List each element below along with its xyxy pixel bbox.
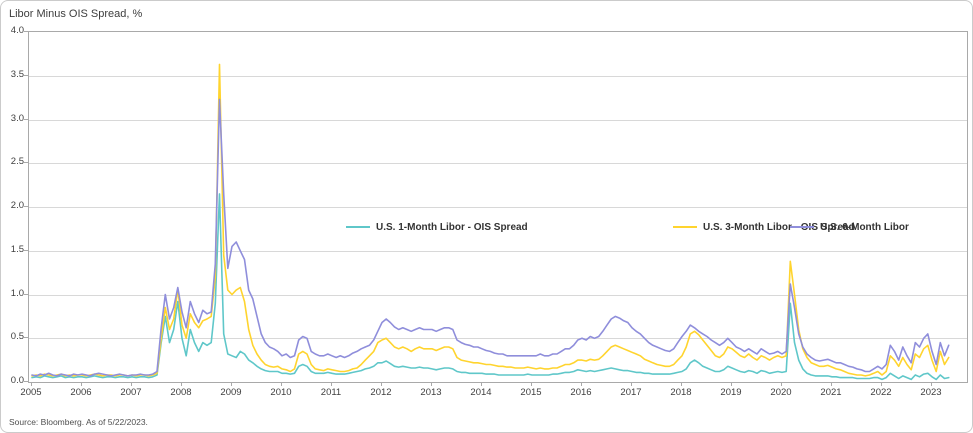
y-tick-label: 2.5 — [10, 156, 24, 168]
x-tick-mark — [731, 382, 732, 386]
x-tick-label: 2017 — [620, 387, 642, 398]
x-tick-label: 2013 — [420, 387, 442, 398]
series-line-u-s-6-month-libor — [31, 98, 950, 377]
x-tick-label: 2023 — [920, 387, 942, 398]
legend-swatch-6m — [790, 226, 814, 228]
legend-label-1m: U.S. 1-Month Libor - OIS Spread — [376, 221, 528, 233]
legend-item-3m: U.S. 3-Month Libor - OIS Spread — [673, 221, 855, 233]
y-tick-label: 1.0 — [10, 287, 24, 299]
plot-area — [28, 31, 968, 383]
x-tick-label: 2015 — [520, 387, 542, 398]
x-tick-mark — [231, 382, 232, 386]
y-tick-label: 2.0 — [10, 200, 24, 211]
chart-title: Libor Minus OIS Spread, % — [9, 8, 143, 20]
legend-swatch-1m — [346, 226, 370, 228]
legend-label-6m: U.S. 6-Month Libor — [820, 221, 909, 233]
y-tick-mark — [24, 31, 28, 32]
x-tick-mark — [531, 382, 532, 386]
x-tick-label: 2014 — [470, 387, 492, 398]
y-tick-mark — [24, 337, 28, 339]
x-tick-mark — [681, 382, 682, 386]
x-tick-label: 2008 — [170, 387, 192, 398]
x-tick-mark — [931, 382, 932, 386]
x-tick-label: 2019 — [720, 387, 742, 398]
x-tick-label: 2018 — [670, 387, 692, 398]
x-tick-mark — [481, 382, 482, 386]
x-tick-label: 2010 — [270, 387, 292, 398]
gridline-3.0 — [29, 119, 967, 121]
legend-item-1m: U.S. 1-Month Libor - OIS Spread — [346, 221, 528, 233]
x-tick-mark — [181, 382, 182, 386]
gridline-1.5 — [29, 250, 967, 252]
line-plot — [31, 63, 950, 381]
y-tick-mark — [24, 74, 28, 76]
x-tick-label: 2005 — [20, 387, 42, 398]
legend-label-3m: U.S. 3-Month Libor - OIS Spread — [703, 221, 855, 233]
x-tick-mark — [781, 382, 782, 386]
x-tick-label: 2022 — [870, 387, 892, 398]
legend-swatch-3m — [673, 226, 697, 228]
gridline-1.0 — [29, 294, 967, 296]
legend-item-6m: U.S. 6-Month Libor — [790, 221, 909, 233]
y-tick-label: 0.0 — [10, 375, 24, 386]
x-tick-label: 2016 — [570, 387, 592, 398]
x-tick-mark — [831, 382, 832, 386]
y-tick-mark — [24, 206, 28, 207]
x-tick-mark — [631, 382, 632, 386]
source-note: Source: Bloomberg. As of 5/22/2023. — [9, 417, 148, 427]
x-tick-label: 2009 — [220, 387, 242, 398]
y-tick-mark — [24, 118, 28, 120]
x-tick-label: 2011 — [320, 387, 342, 398]
x-tick-mark — [431, 382, 432, 386]
gridline-2.5 — [29, 163, 967, 165]
y-tick-label: 3.0 — [10, 112, 24, 124]
y-tick-label: 0.5 — [10, 331, 24, 343]
y-tick-mark — [24, 162, 28, 164]
y-tick-mark — [24, 249, 28, 251]
x-tick-mark — [331, 382, 332, 386]
y-tick-mark — [24, 381, 28, 382]
y-tick-label: 4.0 — [10, 25, 24, 36]
x-tick-mark — [31, 382, 32, 386]
series-line-u-s-1-month-libor-ois-spread — [31, 193, 950, 381]
x-tick-mark — [281, 382, 282, 386]
series-line-u-s-3-month-libor-ois-spread — [31, 63, 950, 377]
x-tick-mark — [581, 382, 582, 386]
y-tick-label: 1.5 — [10, 243, 24, 255]
x-tick-label: 2007 — [120, 387, 142, 398]
x-tick-label: 2012 — [370, 387, 392, 398]
y-tick-mark — [24, 293, 28, 295]
x-tick-mark — [81, 382, 82, 386]
gridline-0.5 — [29, 338, 967, 340]
x-tick-mark — [381, 382, 382, 386]
gridline-2.0 — [29, 207, 967, 208]
x-tick-label: 2006 — [70, 387, 92, 398]
x-tick-label: 2020 — [770, 387, 792, 398]
x-tick-mark — [131, 382, 132, 386]
x-tick-mark — [881, 382, 882, 386]
gridline-3.5 — [29, 75, 967, 77]
y-tick-label: 3.5 — [10, 68, 24, 80]
x-tick-label: 2021 — [820, 387, 842, 398]
